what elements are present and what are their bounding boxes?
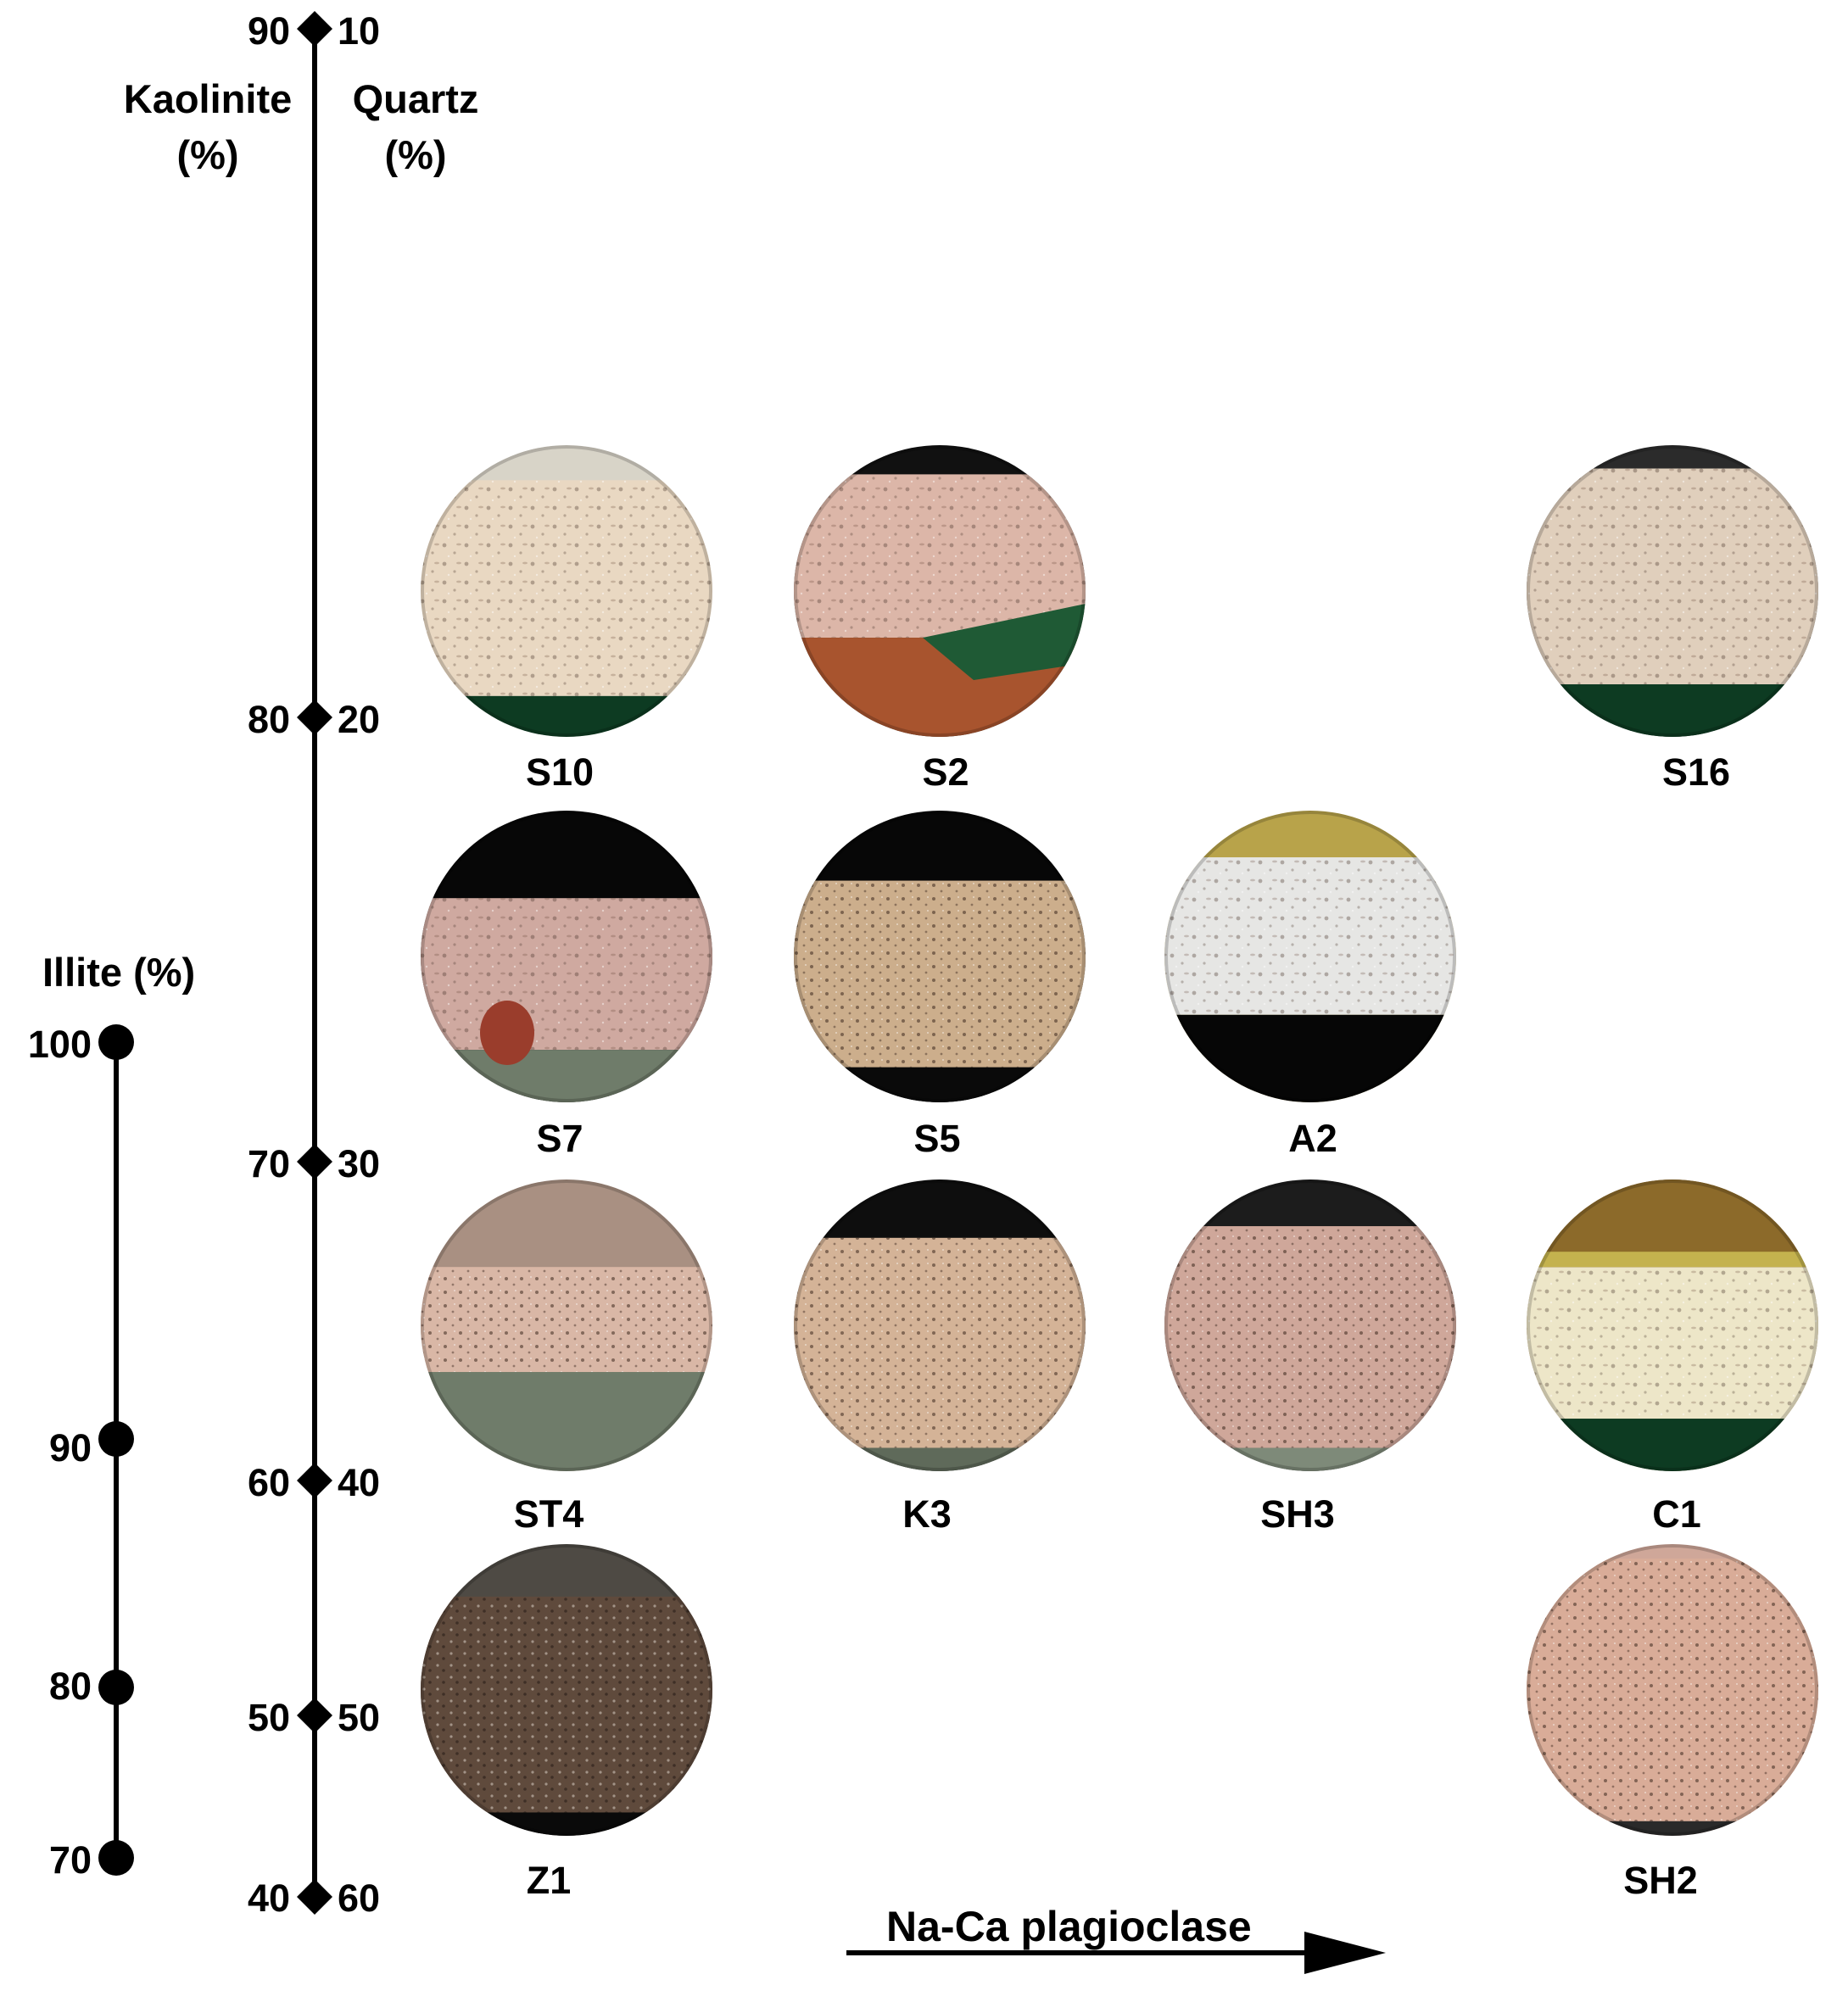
illite-axis-dot	[98, 1840, 134, 1876]
sample-micrograph-a2	[1164, 811, 1456, 1102]
quartz-tick: 20	[338, 698, 381, 741]
sample-micrograph-s2	[794, 445, 1086, 737]
kaolinite-axis-title: Kaolinite (%)	[102, 71, 314, 183]
sample-label-sh3: SH3	[1260, 1492, 1335, 1536]
sample-label-st4: ST4	[513, 1492, 584, 1536]
kaolinite-tick: 50	[247, 1696, 290, 1739]
illite-tick: 90	[48, 1426, 92, 1469]
sample-micrograph-c1	[1527, 1179, 1818, 1471]
sample-label-z1: Z1	[526, 1859, 572, 1902]
kaolinite-tick: 70	[247, 1142, 290, 1185]
illite-axis-dot	[98, 1670, 134, 1705]
kaolinite-title-text: Kaolinite	[123, 76, 293, 121]
axis-diamond-marker	[297, 1463, 332, 1498]
kaolinite-title-unit: (%)	[176, 131, 239, 177]
plagioclase-arrowhead	[1304, 1932, 1386, 1974]
quartz-tick: 40	[338, 1461, 381, 1504]
sample-micrograph-s5	[794, 811, 1086, 1102]
kaolinite-tick: 80	[247, 698, 290, 741]
sample-label-k3: K3	[902, 1492, 952, 1536]
quartz-title-text: Quartz	[352, 76, 479, 121]
sample-label-s5: S5	[913, 1117, 961, 1160]
kaolinite-tick: 40	[247, 1877, 290, 1920]
sample-label-c1: C1	[1652, 1492, 1701, 1536]
illite-axis-dot	[98, 1421, 134, 1457]
quartz-axis-title: Quartz (%)	[331, 71, 500, 183]
illite-axis-title: Illite (%)	[42, 950, 196, 995]
sample-label-sh2: SH2	[1623, 1859, 1698, 1902]
quartz-tick: 10	[338, 9, 381, 53]
axis-diamond-marker	[297, 11, 332, 47]
illite-tick: 80	[48, 1665, 92, 1708]
axis-diamond-marker	[297, 700, 332, 735]
sample-label-s7: S7	[536, 1117, 583, 1160]
sample-label-a2: A2	[1288, 1117, 1337, 1160]
illite-axis-dot	[98, 1024, 134, 1060]
sample-label-s16: S16	[1661, 750, 1731, 794]
sample-micrograph-sh2	[1527, 1544, 1818, 1836]
sample-micrograph-st4	[421, 1179, 712, 1471]
plagioclase-arrow-label: Na-Ca plagioclase	[886, 1903, 1252, 1950]
kaolinite-tick: 60	[247, 1461, 290, 1504]
axis-diamond-marker	[297, 1144, 332, 1179]
sample-micrograph-s7	[421, 811, 712, 1102]
sample-label-s10: S10	[525, 750, 595, 794]
sample-micrograph-sh3	[1164, 1179, 1456, 1471]
illite-tick: 70	[48, 1838, 92, 1882]
sample-label-s2: S2	[922, 750, 969, 794]
kaolinite-tick: 90	[247, 9, 290, 53]
sample-micrograph-z1	[421, 1544, 712, 1836]
sample-micrograph-k3	[794, 1179, 1086, 1471]
quartz-title-unit: (%)	[384, 131, 447, 177]
axis-diamond-marker	[297, 1698, 332, 1733]
quartz-tick: 60	[338, 1877, 381, 1920]
sample-micrograph-s16	[1527, 445, 1818, 737]
quartz-tick: 30	[338, 1142, 381, 1185]
sample-micrograph-s10	[421, 445, 712, 737]
quartz-tick: 50	[338, 1696, 381, 1739]
axis-diamond-marker	[297, 1879, 332, 1915]
illite-tick: 100	[27, 1023, 92, 1066]
